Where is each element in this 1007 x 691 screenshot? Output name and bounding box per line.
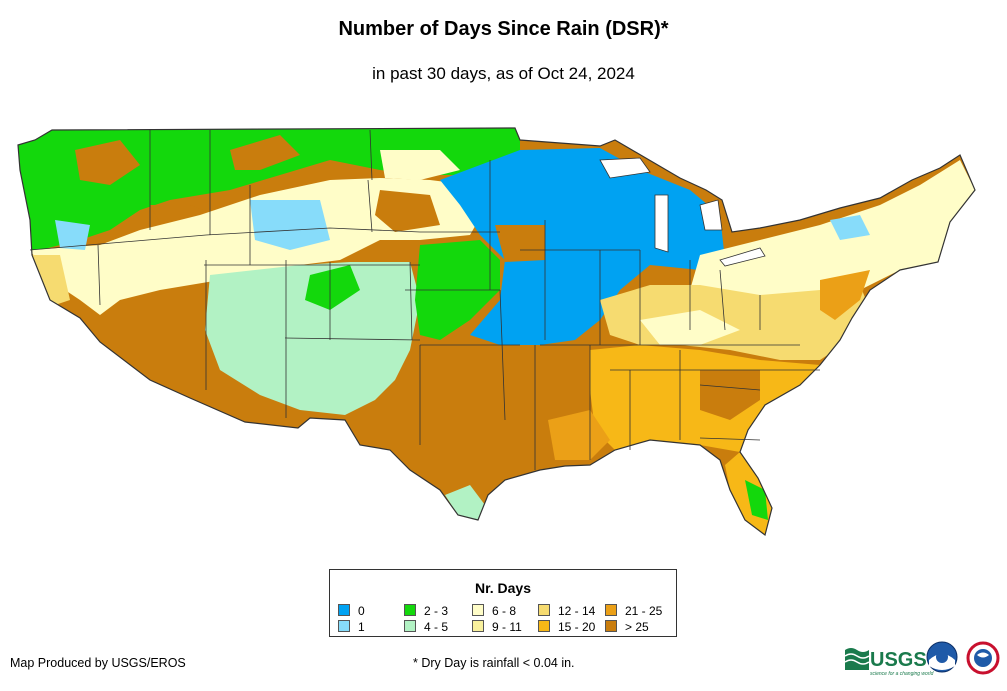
legend-item-2-3: 2 - 3: [404, 604, 448, 618]
legend-item-9-11: 9 - 11: [472, 620, 522, 634]
legend-title: Nr. Days: [474, 580, 532, 596]
usgs-tagline: science for a changing world: [870, 671, 934, 677]
dsr-region-0-midwest: [440, 148, 725, 345]
dsr-region-21-25-mid-atlantic: [820, 270, 870, 320]
dsr-region-over25-georgia: [700, 370, 760, 420]
lake-michigan: [654, 194, 669, 253]
dsr-region-12-14-california-coast: [30, 255, 70, 305]
legend-item-over-25: > 25: [605, 620, 649, 634]
legend-swatch: [538, 620, 550, 632]
agency-logos: USGS science for a changing world: [843, 640, 1003, 685]
dsr-region-over25-washington: [75, 140, 140, 185]
dsr-region-1-new-york: [830, 215, 870, 240]
dsr-region-6-8-north-dakota: [380, 150, 460, 180]
legend-label: 4 - 5: [424, 620, 449, 634]
dsr-region-21-25-louisiana: [548, 410, 610, 460]
dsr-region-2-3-colorado: [305, 265, 360, 310]
legend-item-1: 1: [338, 620, 365, 634]
lake-erie: [719, 247, 766, 267]
legend-label: 12 - 14: [558, 604, 596, 618]
legend-swatch: [404, 604, 416, 616]
legend-item-4-5: 4 - 5: [404, 620, 448, 634]
legend-swatch: [472, 620, 484, 632]
usgs-logo: USGS science for a changing world: [844, 648, 934, 677]
dsr-region-1-oregon: [55, 220, 90, 250]
logo-graphics: USGS science for a changing world: [844, 641, 1000, 677]
legend-label: 0: [358, 604, 365, 618]
legend-label: 1: [358, 620, 365, 634]
dsr-region-1-wyoming: [250, 200, 330, 250]
legend-label: 6 - 8: [492, 604, 517, 618]
legend-swatch: [338, 620, 350, 632]
legend-item-0: 0: [338, 604, 365, 618]
legend-swatch: [338, 604, 350, 616]
legend-item-12-14: 12 - 14: [538, 604, 595, 618]
dsr-region-6-8-west: [30, 178, 490, 315]
state-borders: [29, 129, 820, 470]
legend-swatch: [472, 604, 484, 616]
legend-label: 15 - 20: [558, 620, 596, 634]
legend: Nr. Days 0 1 2 - 3 4 - 5 6 - 8 9 - 11 12…: [329, 569, 677, 637]
nws-logo: [966, 641, 1000, 675]
dsr-region-over25-iowa: [495, 225, 545, 262]
lake-huron: [699, 199, 723, 231]
credit-text: Map Produced by USGS/EROS: [10, 656, 186, 670]
map-title: Number of Days Since Rain (DSR)*: [338, 18, 669, 40]
legend-item-21-25: 21 - 25: [605, 604, 662, 618]
usgs-logo-text: USGS: [870, 649, 927, 671]
legend-item-6-8: 6 - 8: [472, 604, 516, 618]
legend-item-15-20: 15 - 20: [538, 620, 595, 634]
map-subtitle: in past 30 days, as of Oct 24, 2024: [372, 64, 635, 83]
legend-swatch: [605, 604, 617, 616]
legend-label: 2 - 3: [424, 604, 449, 618]
legend-label: > 25: [625, 620, 649, 634]
lake-superior: [599, 157, 651, 179]
legend-swatch: [605, 620, 617, 632]
legend-swatch: [538, 604, 550, 616]
legend-label: 9 - 11: [492, 620, 522, 634]
footnote-text: * Dry Day is rainfall < 0.04 in.: [413, 656, 575, 670]
dsr-region-over25-montana: [230, 135, 300, 170]
dsr-region-4-5-south-texas: [445, 485, 485, 520]
noaa-logo: [926, 641, 958, 673]
legend-swatch: [404, 620, 416, 632]
dsr-region-over25-south-dakota: [375, 190, 440, 232]
dsr-region-2-3-south-florida: [745, 480, 768, 520]
legend-label: 21 - 25: [625, 604, 663, 618]
